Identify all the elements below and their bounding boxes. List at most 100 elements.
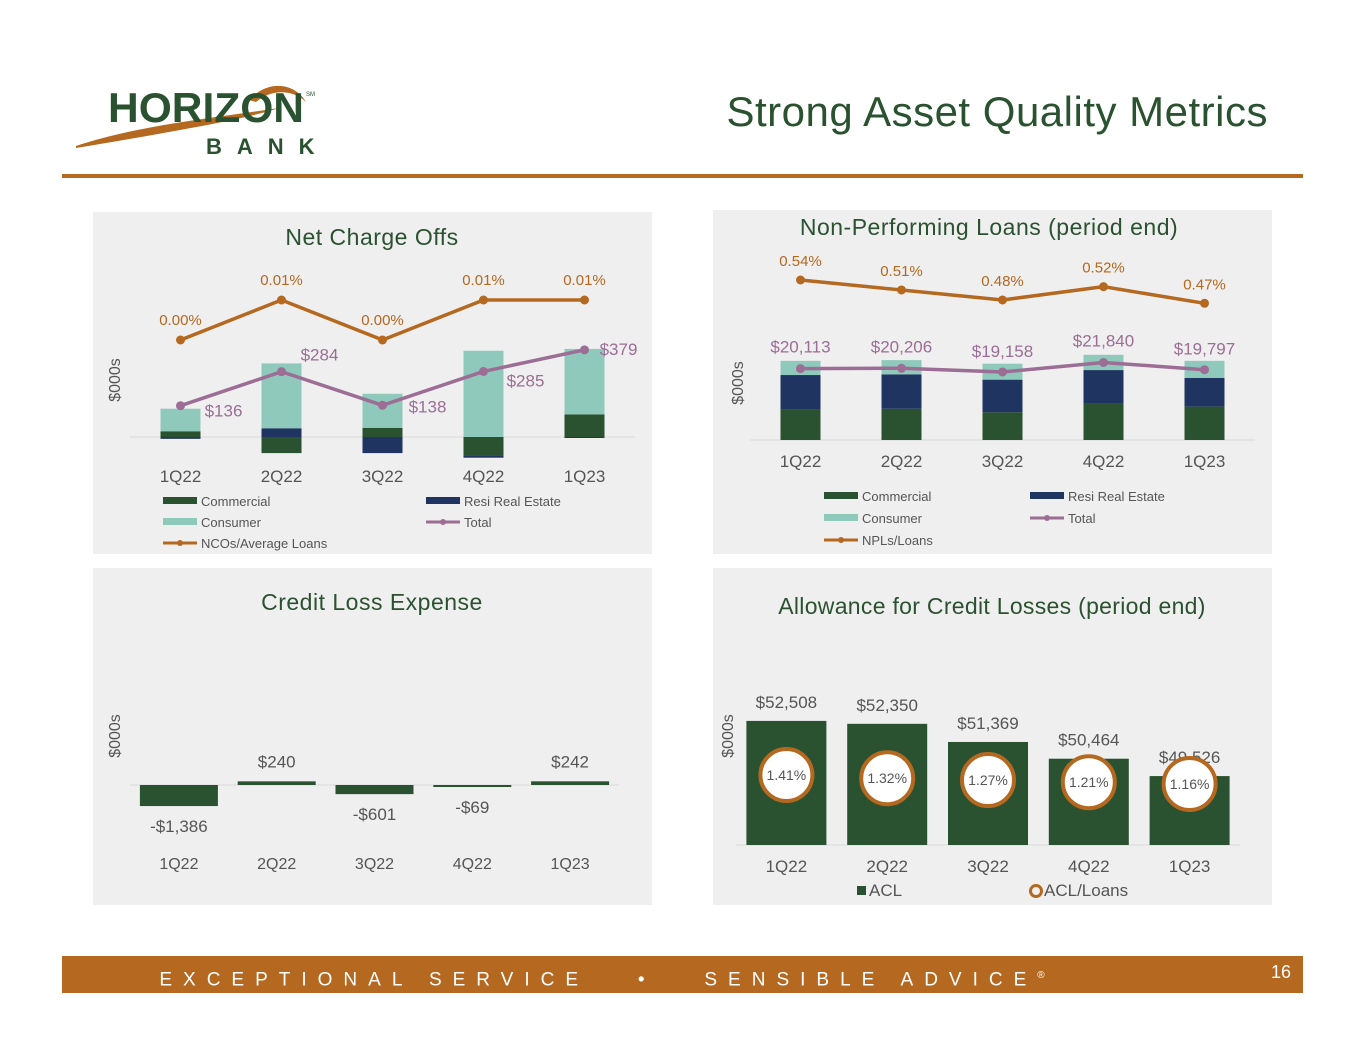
npl-legend-total-swatch-marker [1044, 515, 1050, 521]
nco-legend-consumer-swatch [163, 518, 197, 525]
cle-y-axis-label: $000s [107, 714, 124, 758]
acl-ratio-label: 1.41% [767, 767, 807, 783]
npl-ratio-point [1200, 298, 1209, 308]
npl-total-data-label: $19,158 [972, 342, 1033, 361]
nco-y-axis-label: $000s [107, 358, 124, 402]
npl-total-point [897, 363, 906, 373]
cle-x-tick-label: 2Q22 [257, 856, 296, 873]
npl-bar-resi [780, 375, 821, 410]
cle-x-tick-label: 1Q23 [551, 856, 590, 873]
nco-ratio-data-label: 0.00% [159, 312, 202, 329]
npl-total-point [796, 364, 805, 374]
cle-bar [335, 785, 414, 795]
acl-legend-ratio: ACL/Loans [1044, 881, 1128, 900]
nco-total-point [580, 345, 589, 355]
logo-service-mark: SM [306, 92, 315, 98]
npl-legend-resi-swatch [1030, 492, 1064, 499]
acl-x-tick-label: 2Q22 [866, 857, 908, 876]
acl-data-label: $52,508 [756, 693, 817, 712]
net-charge-offs-chart: Net Charge Offs $000s 1Q22 2Q22 3Q22 4Q22 1Q23… [107, 224, 638, 551]
nco-total-data-label: $379 [600, 340, 638, 359]
nco-bar-resi [261, 428, 302, 437]
cle-data-label: -$601 [353, 805, 396, 824]
acl-legend-acl-swatch [857, 886, 866, 895]
logo-wordmark: HORIZON [108, 84, 304, 131]
page-title: Strong Asset Quality Metrics [726, 88, 1268, 135]
nco-total-data-label: $136 [205, 402, 243, 421]
nco-bar-resi [564, 437, 605, 438]
nco-bar-resi [160, 437, 201, 439]
footer-separator: • [637, 969, 656, 991]
nco-bar-commercial [261, 437, 302, 454]
acl-ratio-marker [1161, 756, 1218, 812]
nco-ratio-data-label: 0.01% [563, 272, 606, 289]
nco-legend-ratio-swatch-marker [177, 540, 183, 546]
npl-bar-resi [982, 379, 1023, 413]
npl-total-point [998, 367, 1007, 377]
acl-data-label: $50,464 [1058, 731, 1119, 750]
nco-bar-commercial [463, 437, 504, 456]
npl-ratio-point [897, 285, 906, 295]
nco-ratio-point [277, 295, 286, 305]
acl-legend-ratio-swatch [1029, 884, 1043, 898]
credit-loss-expense-chart: Credit Loss Expense $000s -$1,386 1Q22 $240 2… [107, 589, 619, 873]
npl-bar-resi [881, 374, 922, 409]
nco-legend-resi: Resi Real Estate [464, 494, 561, 509]
npl-ratio-point [796, 275, 805, 285]
registered-mark: ® [1037, 970, 1045, 981]
npl-legend-ratio-swatch-marker [838, 537, 844, 543]
npl-x-tick-label: 1Q23 [1184, 452, 1226, 471]
npl-bar-resi [1083, 370, 1124, 404]
nco-x-tick-label: 1Q22 [160, 467, 202, 486]
cle-data-label: -$69 [455, 798, 489, 817]
acl-ratio-label: 1.21% [1069, 774, 1109, 790]
npl-legend-consumer: Consumer [862, 511, 923, 526]
nco-bar-commercial [362, 427, 403, 437]
nco-bar-resi [463, 455, 504, 458]
npl-bar-commercial [881, 408, 922, 440]
cle-x-tick-label: 3Q22 [355, 856, 394, 873]
acl-y-axis-label: $000s [720, 714, 737, 758]
footer-tagline: EXCEPTIONAL SERVICE • SENSIBLE ADVICE® [62, 956, 1142, 993]
nco-bar-consumer [463, 350, 504, 437]
npl-total-data-label: $20,113 [770, 338, 830, 357]
npl-chart-title: Non-Performing Loans (period end) [800, 214, 1178, 240]
cle-bar [237, 781, 316, 785]
acl-ratio-label: 1.16% [1170, 776, 1210, 792]
npl-ratio-data-label: 0.47% [1183, 276, 1226, 293]
acl-ratio-label: 1.27% [968, 772, 1008, 788]
acl-legend-acl: ACL [869, 881, 902, 900]
nco-ratio-point [479, 295, 488, 305]
cle-data-label: -$1,386 [150, 817, 208, 836]
nco-bar-resi [362, 437, 403, 454]
nco-legend-commercial-swatch [163, 497, 197, 504]
npl-x-tick-label: 2Q22 [881, 452, 923, 471]
nco-total-point [277, 367, 286, 377]
nco-legend-consumer: Consumer [201, 515, 262, 530]
nco-legend-ratio: NCOs/Average Loans [201, 536, 328, 551]
horizon-bank-logo: HORIZON SM BANK [74, 78, 324, 160]
footer-tagline-left: EXCEPTIONAL SERVICE [159, 969, 590, 991]
nco-bar-consumer [564, 348, 605, 415]
nco-legend-total: Total [464, 515, 492, 530]
npl-bar-resi [1184, 377, 1225, 407]
allowance-credit-losses-panel: Allowance for Credit Losses (period end)… [713, 568, 1272, 905]
acl-x-tick-label: 4Q22 [1068, 857, 1110, 876]
acl-x-tick-label: 1Q22 [766, 857, 808, 876]
npl-total-data-label: $20,206 [871, 337, 932, 356]
nco-ratio-point [580, 295, 589, 305]
npl-ratio-data-label: 0.48% [981, 273, 1024, 290]
npl-legend-commercial: Commercial [862, 489, 931, 504]
acl-ratio-marker [1060, 754, 1117, 811]
cle-bar [433, 785, 512, 787]
credit-loss-expense-panel: Credit Loss Expense $000s -$1,386 1Q22 $240 2… [93, 568, 652, 905]
nco-total-point [176, 401, 185, 411]
footer-bar: EXCEPTIONAL SERVICE • SENSIBLE ADVICE® 1… [62, 956, 1303, 993]
cle-data-label: $240 [258, 752, 296, 771]
npl-ratio-data-label: 0.54% [779, 253, 822, 270]
npl-bar-commercial [780, 409, 821, 440]
npl-y-axis-label: $000s [730, 361, 747, 405]
acl-data-label: $51,369 [957, 714, 1018, 733]
npl-x-tick-label: 3Q22 [982, 452, 1024, 471]
npl-total-point [1099, 357, 1108, 367]
